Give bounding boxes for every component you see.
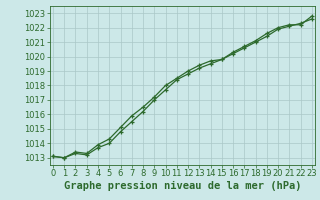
- X-axis label: Graphe pression niveau de la mer (hPa): Graphe pression niveau de la mer (hPa): [64, 181, 301, 191]
